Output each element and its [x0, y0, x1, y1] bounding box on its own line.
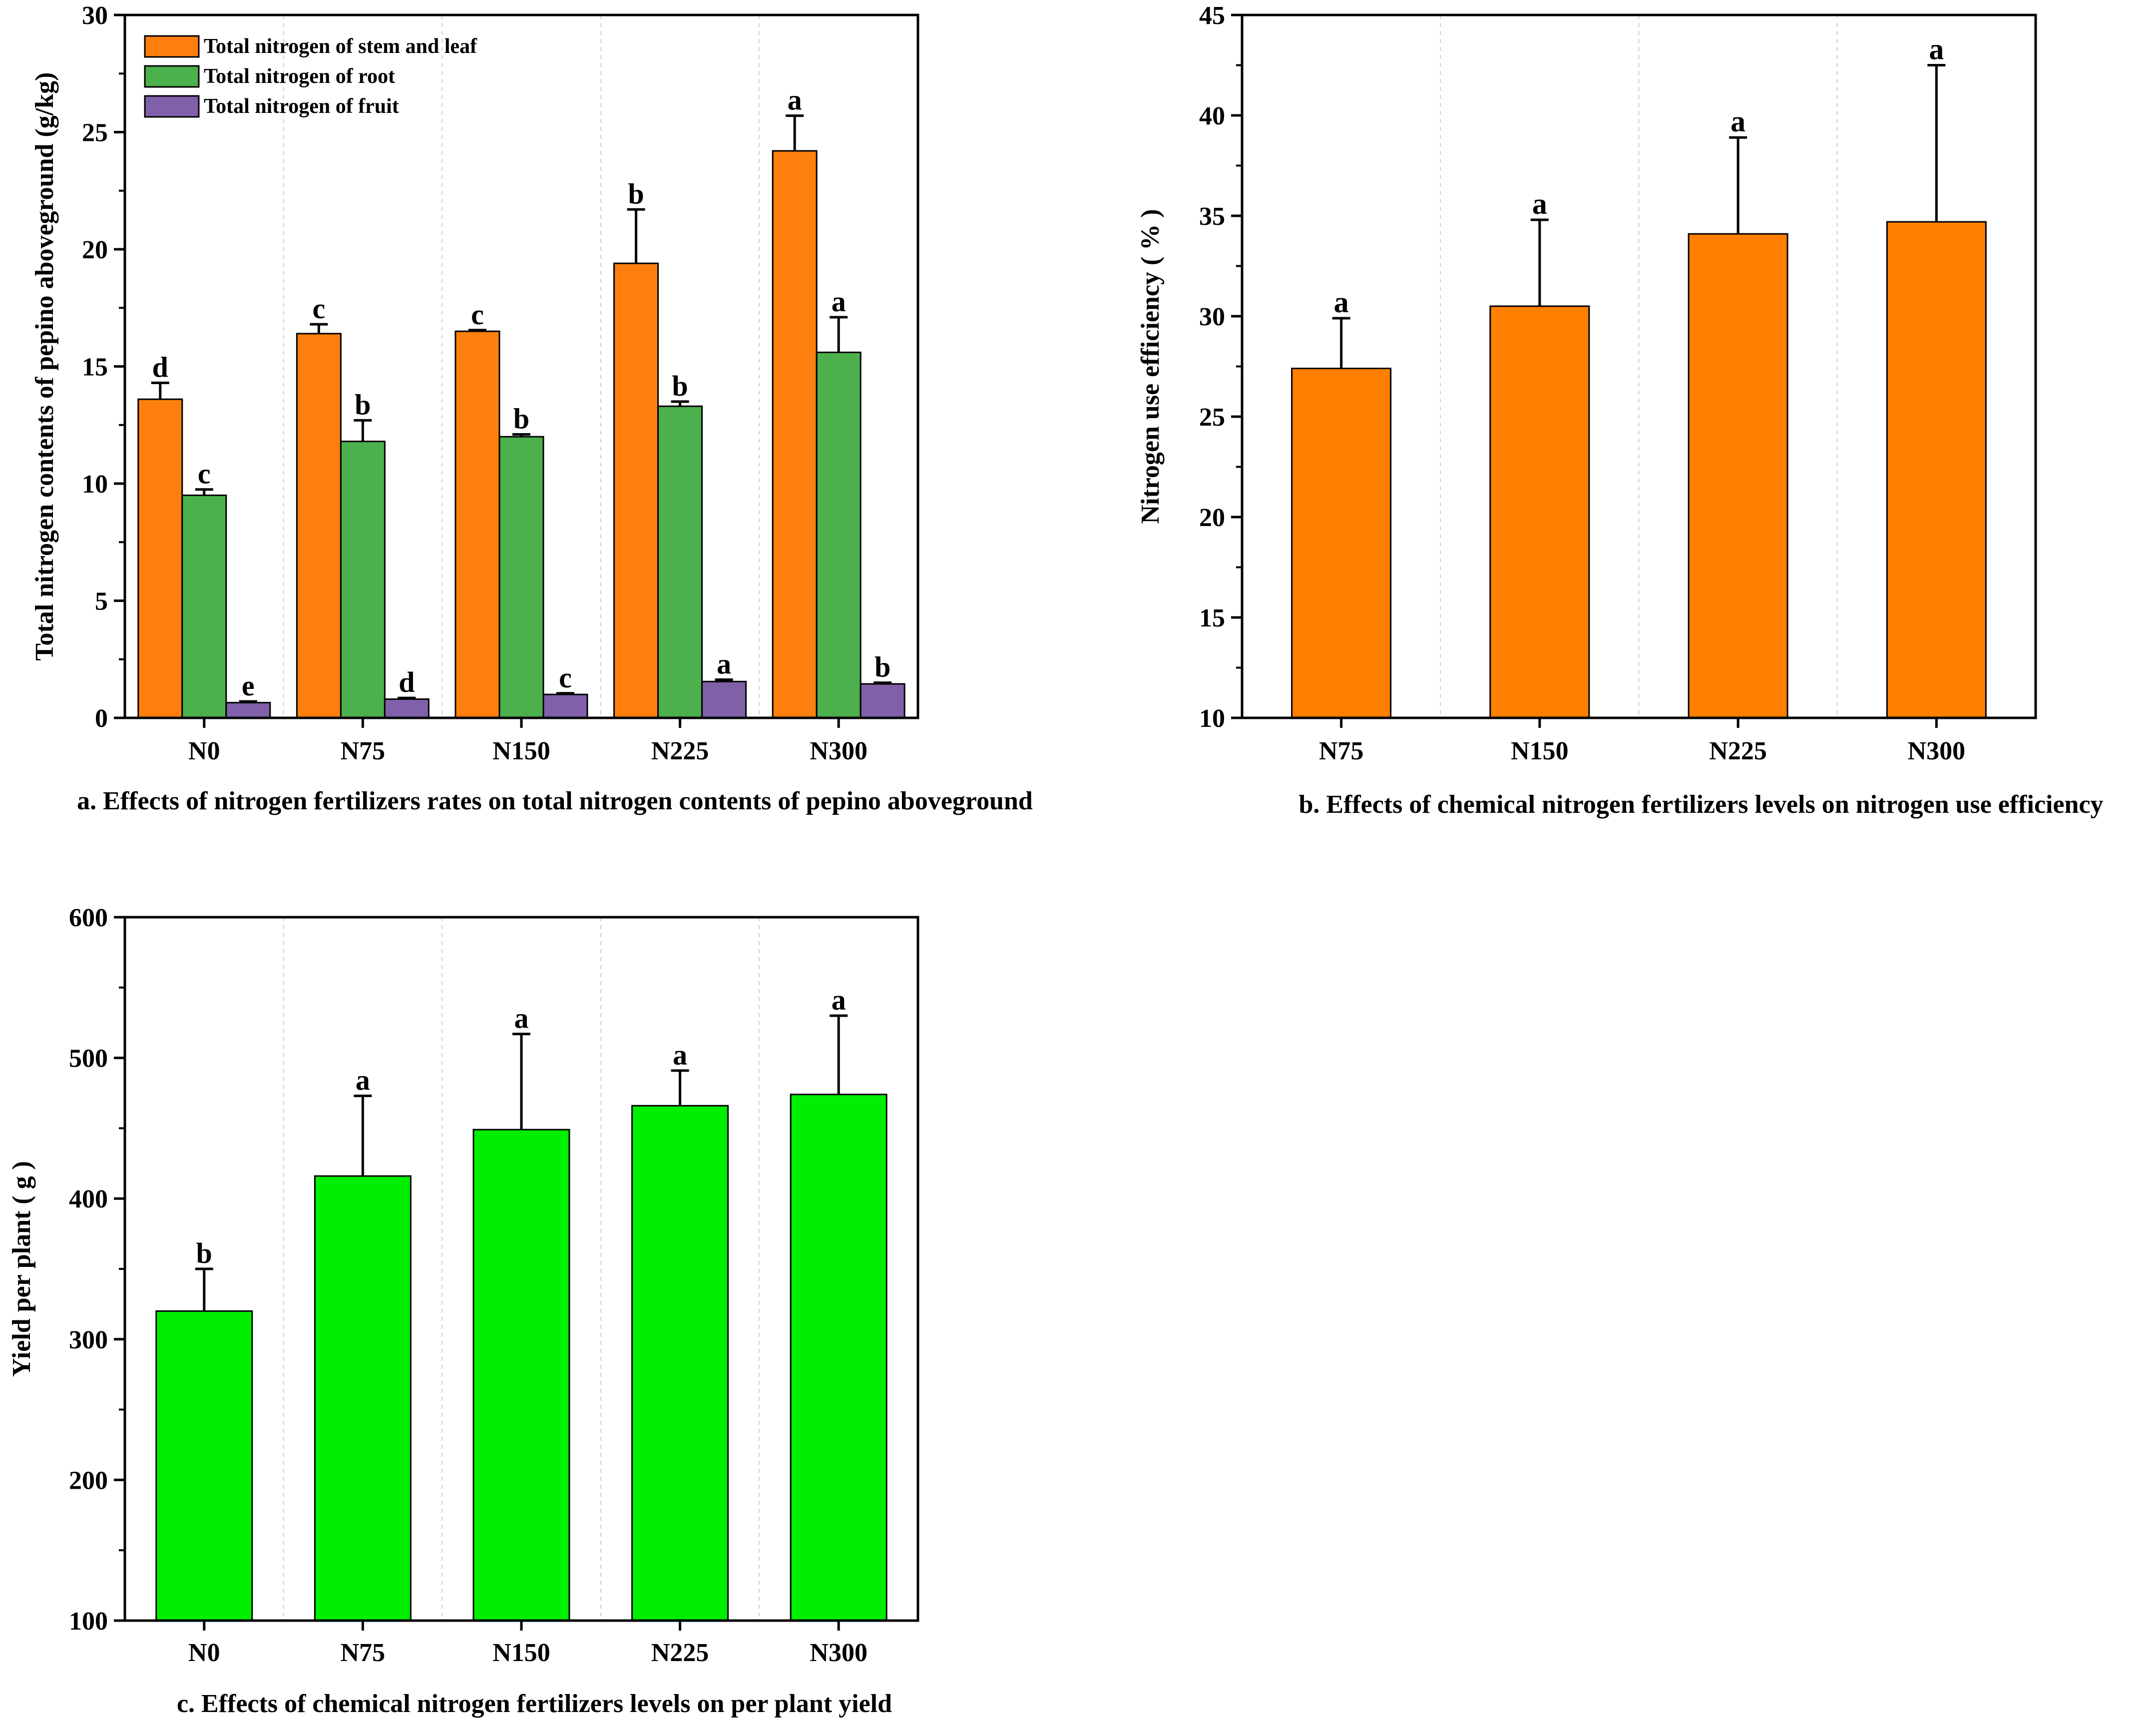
bar-a-s0-N225 — [613, 262, 659, 719]
significance-letter: a — [788, 84, 802, 116]
significance-letter: a — [832, 984, 846, 1016]
bar-a-s1-N150 — [498, 436, 544, 719]
significance-letter: a — [1532, 187, 1547, 220]
y-tick-label: 15 — [82, 353, 108, 382]
x-tick-label-N150: N150 — [492, 737, 550, 765]
significance-letter: c — [471, 298, 484, 331]
x-tick-label-N225: N225 — [651, 737, 709, 765]
bar-c-s0-N75 — [314, 1175, 412, 1622]
significance-letter: a — [1730, 105, 1745, 138]
significance-letter: b — [874, 651, 890, 683]
x-tick-label-N0: N0 — [188, 1639, 220, 1667]
bar-a-s1-N300 — [816, 351, 862, 719]
bar-a-s0-N150 — [454, 330, 500, 719]
bar-c-s0-N225 — [631, 1105, 729, 1622]
legend-label: Total nitrogen of stem and leaf — [204, 35, 477, 58]
significance-letter: b — [355, 388, 371, 421]
y-axis-title: Total nitrogen contents of pepino aboveg… — [30, 72, 59, 661]
y-tick-label: 45 — [1199, 1, 1225, 30]
significance-letter: a — [673, 1039, 687, 1071]
bar-b-s0-N300 — [1886, 221, 1987, 719]
y-tick-label: 15 — [1199, 604, 1225, 632]
bar-a-s2-N0 — [225, 702, 271, 719]
significance-letter: a — [356, 1064, 370, 1097]
bar-c-s0-N150 — [472, 1129, 570, 1622]
significance-letter: c — [198, 458, 211, 490]
significance-letter: a — [832, 285, 846, 318]
significance-letter: a — [514, 1002, 529, 1035]
y-tick-label: 600 — [69, 904, 108, 932]
bar-a-s0-N75 — [296, 333, 342, 719]
y-tick-label: 30 — [1199, 303, 1225, 331]
x-tick-label-N225: N225 — [1709, 737, 1767, 765]
y-tick-label: 25 — [1199, 403, 1225, 432]
legend-swatch — [144, 95, 200, 118]
bar-c-s0-N300 — [790, 1094, 887, 1622]
panel-caption: c. Effects of chemical nitrogen fertiliz… — [177, 1690, 892, 1718]
legend-label: Total nitrogen of fruit — [204, 95, 399, 118]
y-tick-label: 20 — [82, 236, 108, 264]
y-tick-label: 400 — [69, 1185, 108, 1213]
y-tick-label: 25 — [82, 119, 108, 147]
significance-letter: c — [313, 292, 326, 325]
significance-letter: b — [672, 370, 688, 402]
bar-a-s1-N225 — [657, 405, 703, 719]
y-tick-label: 30 — [82, 1, 108, 30]
y-tick-label: 20 — [1199, 504, 1225, 532]
x-tick-label-N225: N225 — [651, 1639, 709, 1667]
panel-a-chart: d c c b a c b b b a e d c a b 0 5 10 15 20 25 30 N0 N75 N150 N225… — [30, 1, 1033, 815]
x-tick-label-N75: N75 — [341, 1639, 386, 1667]
x-tick-label-N75: N75 — [1319, 737, 1364, 765]
y-tick-label: 5 — [95, 587, 108, 616]
x-tick-label-N300: N300 — [810, 737, 867, 765]
bar-c-s0-N0 — [155, 1310, 253, 1622]
significance-letter: b — [513, 403, 529, 435]
y-axis-title: Nitrogen use efficiency ( % ) — [1136, 209, 1165, 524]
bar-a-s0-N300 — [772, 150, 818, 719]
x-tick-label-N300: N300 — [810, 1639, 867, 1667]
significance-letter: d — [152, 351, 168, 383]
legend-swatch — [144, 65, 200, 88]
y-tick-label: 200 — [69, 1466, 108, 1495]
significance-letter: b — [196, 1237, 212, 1269]
significance-letter: d — [399, 666, 415, 698]
panel-c-chart: b a a a a 100 200 300 400 500 600 N0 N75 N150 N225 N300… — [7, 904, 919, 1718]
bar-a-s0-N0 — [137, 398, 183, 719]
significance-letter: a — [717, 648, 731, 680]
bar-a-s2-N300 — [860, 683, 905, 719]
x-tick-label-N300: N300 — [1908, 737, 1966, 765]
significance-letter: b — [628, 177, 644, 210]
bar-b-s0-N150 — [1489, 305, 1590, 719]
bar-a-s2-N225 — [701, 680, 747, 719]
significance-letter: e — [242, 669, 255, 702]
y-tick-label: 10 — [82, 470, 108, 499]
x-tick-label-N0: N0 — [188, 737, 220, 765]
panel-b-chart: a a a a 10 15 20 25 30 35 40 45 N75 N150 N225 N300 Nitro… — [1136, 1, 2104, 819]
y-tick-label: 500 — [69, 1045, 108, 1073]
x-tick-label-N150: N150 — [492, 1639, 550, 1667]
x-tick-label-N75: N75 — [341, 737, 386, 765]
legend-label: Total nitrogen of root — [204, 65, 395, 88]
y-tick-label: 0 — [95, 704, 108, 733]
y-tick-label: 40 — [1199, 102, 1225, 130]
y-axis-title: Yield per plant ( g ) — [7, 1161, 36, 1377]
bar-b-s0-N75 — [1291, 368, 1392, 719]
significance-letter: a — [1334, 286, 1349, 319]
panel-caption: b. Effects of chemical nitrogen fertiliz… — [1298, 790, 2103, 819]
y-tick-label: 100 — [69, 1607, 108, 1636]
bar-a-s1-N75 — [340, 441, 386, 719]
significance-letter: a — [1929, 33, 1944, 66]
y-tick-label: 35 — [1199, 202, 1225, 231]
significance-letter: c — [559, 661, 572, 694]
y-tick-label: 300 — [69, 1326, 108, 1354]
bar-a-s1-N0 — [181, 494, 227, 719]
bar-a-s2-N75 — [384, 698, 430, 719]
bar-a-s2-N150 — [542, 693, 588, 719]
panel-caption: a. Effects of nitrogen fertilizers rates… — [77, 787, 1033, 815]
bar-b-s0-N225 — [1688, 233, 1788, 719]
x-tick-label-N150: N150 — [1511, 737, 1569, 765]
y-tick-label: 10 — [1199, 704, 1225, 733]
legend-swatch — [144, 35, 200, 58]
